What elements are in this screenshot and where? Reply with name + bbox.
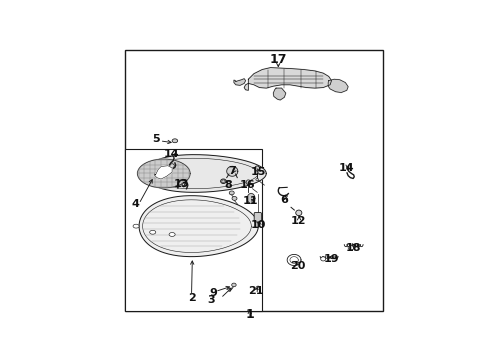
Text: 7: 7 xyxy=(228,166,236,176)
Ellipse shape xyxy=(296,210,302,216)
Ellipse shape xyxy=(256,286,260,289)
FancyBboxPatch shape xyxy=(254,212,261,222)
Ellipse shape xyxy=(172,139,178,143)
Text: 14: 14 xyxy=(164,149,179,159)
Ellipse shape xyxy=(170,164,174,168)
Text: 11: 11 xyxy=(243,196,258,206)
Polygon shape xyxy=(227,166,238,176)
Polygon shape xyxy=(328,79,348,93)
Polygon shape xyxy=(138,159,190,188)
Text: 15: 15 xyxy=(250,167,266,177)
Ellipse shape xyxy=(348,246,354,250)
Text: 21: 21 xyxy=(248,286,264,296)
Polygon shape xyxy=(139,196,258,257)
Text: 19: 19 xyxy=(324,255,340,264)
Text: 2: 2 xyxy=(188,293,196,303)
Ellipse shape xyxy=(255,166,260,171)
Ellipse shape xyxy=(220,179,226,184)
Polygon shape xyxy=(144,155,266,192)
Ellipse shape xyxy=(320,257,326,261)
Ellipse shape xyxy=(169,233,175,237)
Text: 3: 3 xyxy=(207,296,215,305)
Polygon shape xyxy=(247,193,255,203)
Text: 8: 8 xyxy=(224,180,232,190)
Text: 10: 10 xyxy=(250,220,266,230)
Text: 4: 4 xyxy=(131,199,139,209)
Ellipse shape xyxy=(229,191,234,195)
Text: 18: 18 xyxy=(346,243,362,253)
Polygon shape xyxy=(234,79,245,85)
Text: 1: 1 xyxy=(245,309,254,321)
Ellipse shape xyxy=(232,283,236,287)
Polygon shape xyxy=(154,166,172,179)
Bar xyxy=(125,149,262,311)
Text: 14: 14 xyxy=(339,163,355,173)
Ellipse shape xyxy=(133,224,139,228)
Ellipse shape xyxy=(149,230,156,234)
Text: 12: 12 xyxy=(291,216,306,226)
Ellipse shape xyxy=(222,180,225,183)
Text: 17: 17 xyxy=(270,53,287,66)
Text: 16: 16 xyxy=(240,180,256,190)
Text: 13: 13 xyxy=(173,179,189,189)
Ellipse shape xyxy=(256,179,259,181)
Text: 20: 20 xyxy=(290,261,305,270)
Text: 6: 6 xyxy=(280,195,288,205)
Ellipse shape xyxy=(232,197,237,201)
Text: 9: 9 xyxy=(210,288,218,298)
Ellipse shape xyxy=(246,180,250,185)
Polygon shape xyxy=(244,68,332,90)
Polygon shape xyxy=(273,88,286,100)
Text: 5: 5 xyxy=(152,134,160,144)
